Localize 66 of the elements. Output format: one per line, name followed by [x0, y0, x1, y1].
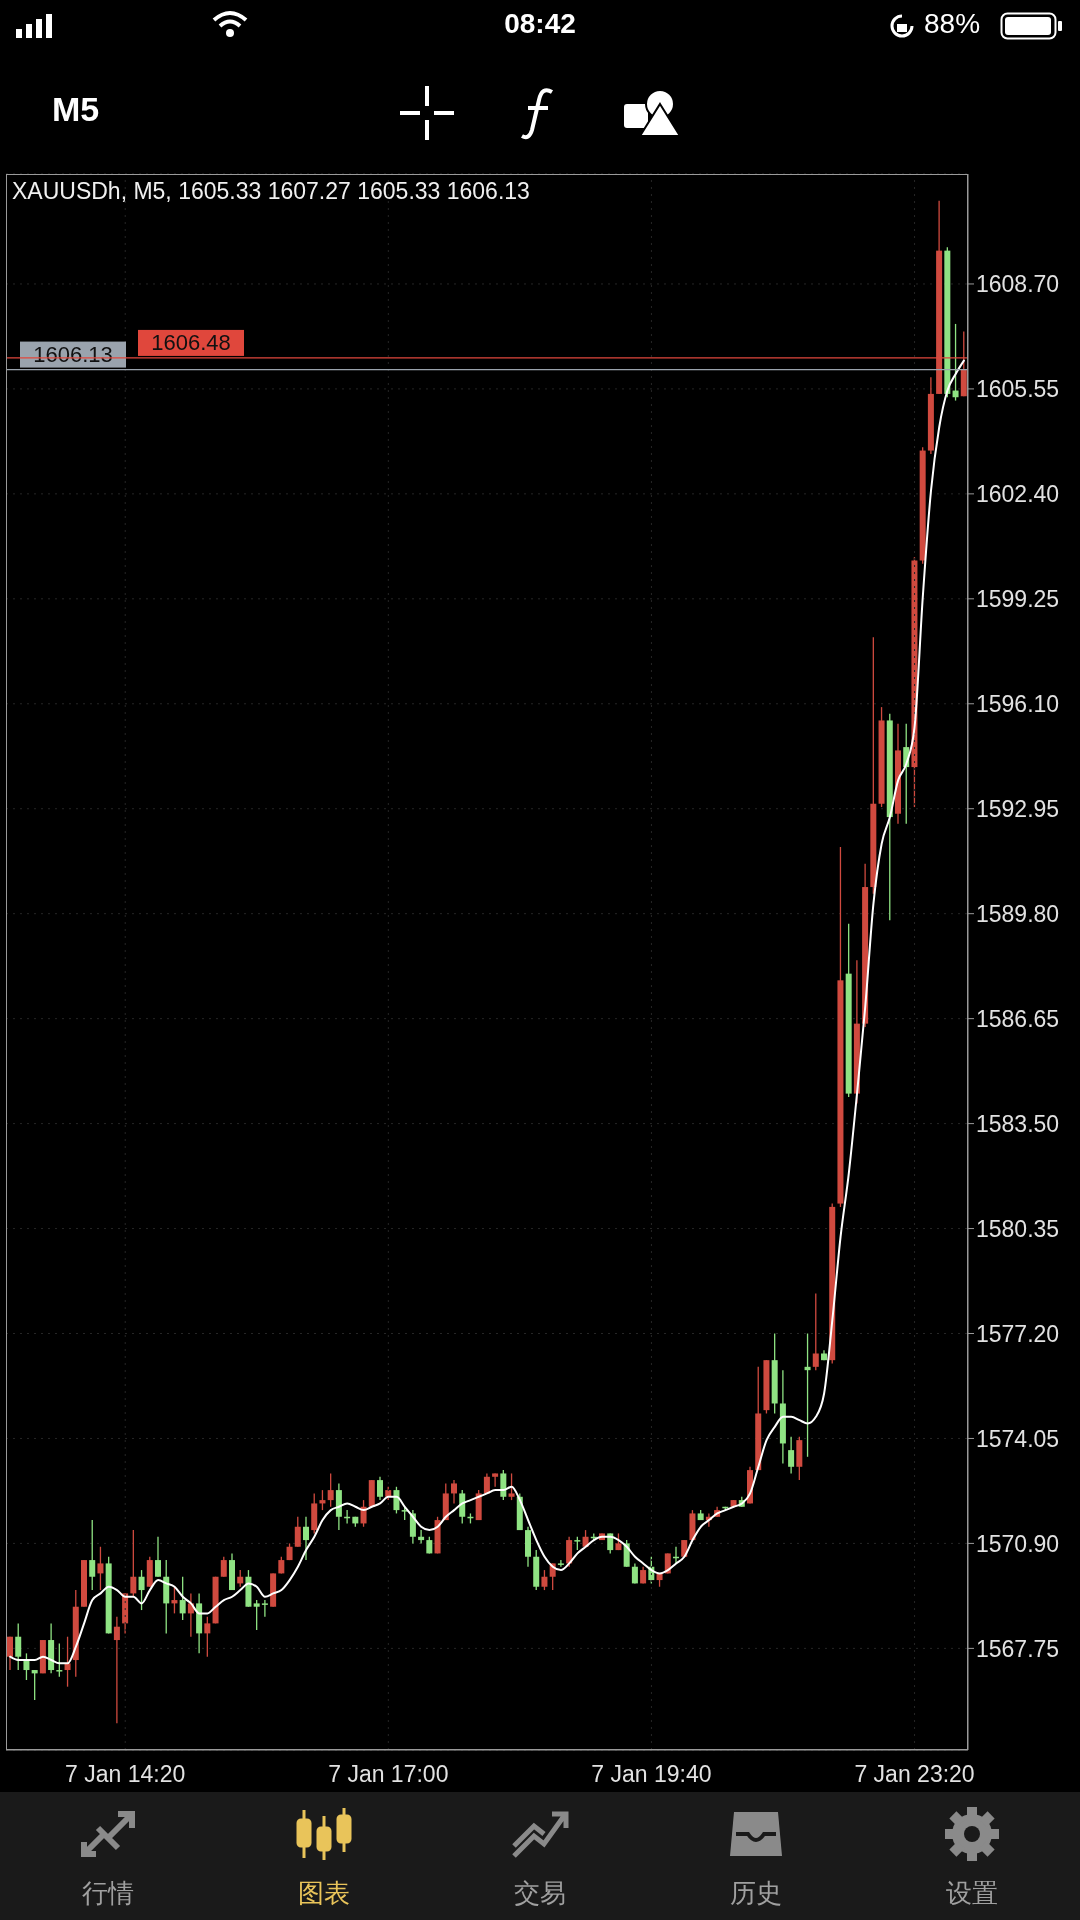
candlestick: [155, 1536, 161, 1578]
candlestick: [500, 1469, 507, 1501]
candlestick: [56, 1642, 63, 1678]
candlestick: [15, 1622, 22, 1671]
x-tick-label: 7 Jan 14:20: [65, 1761, 186, 1788]
candlestick: [7, 1636, 13, 1671]
text: 设置: [945, 1877, 999, 1910]
candlestick: [418, 1529, 425, 1545]
candlestick: [327, 1472, 334, 1508]
candlestick: [171, 1586, 178, 1615]
candlestick: [952, 323, 959, 402]
y-tick-label: 1583.50: [976, 1110, 1060, 1137]
candlestick: [294, 1516, 301, 1548]
candlestick: [204, 1616, 211, 1658]
candlestick: [261, 1599, 268, 1618]
candlestick: [253, 1599, 260, 1631]
y-tick-label: 1574.05: [976, 1425, 1060, 1452]
candlestick: [97, 1546, 104, 1591]
text: 历史: [729, 1877, 783, 1910]
y-tick-label: 1605.55: [976, 376, 1060, 403]
x-tick-label: 7 Jan 23:20: [854, 1761, 975, 1788]
y-tick-label: 1577.20: [976, 1320, 1060, 1347]
text: 88%: [924, 8, 981, 40]
y-tick-label: 1599.25: [976, 585, 1060, 612]
candlestick: [566, 1536, 573, 1568]
y-tick-label: 1596.10: [976, 690, 1060, 717]
candlestick: [508, 1472, 515, 1501]
candlestick: [812, 1292, 819, 1371]
candlestick: [804, 1332, 811, 1458]
y-tick-label: 1589.80: [976, 900, 1060, 927]
y-tick-label: 1567.75: [976, 1635, 1060, 1662]
text: 图表: [297, 1877, 351, 1910]
candlestick: [31, 1669, 38, 1701]
candlestick: [377, 1476, 383, 1501]
ref-line-label: 1606.48: [151, 329, 231, 355]
candlestick: [138, 1569, 145, 1611]
candlestick: [541, 1569, 548, 1591]
y-tick-label: 1586.65: [976, 1005, 1060, 1032]
candlestick: [89, 1519, 96, 1591]
text: 行情: [81, 1877, 135, 1910]
x-tick-label: 7 Jan 17:00: [328, 1761, 449, 1788]
candlestick: [788, 1436, 795, 1475]
y-tick-label: 1580.35: [976, 1215, 1060, 1242]
candlestick: [451, 1479, 457, 1505]
candlestick: [23, 1652, 30, 1681]
x-tick-label: 7 Jan 19:40: [591, 1761, 712, 1788]
y-tick-label: 1602.40: [976, 481, 1060, 508]
text: M5: [52, 90, 100, 129]
text: 08:42: [503, 8, 577, 40]
candlestick: [113, 1616, 120, 1724]
chart-title: XAUUSDh, M5, 1605.33 1607.27 1605.33 1606.13: [12, 178, 530, 205]
candlestick: [303, 1516, 309, 1561]
candlestick: [393, 1486, 400, 1515]
candlestick: [557, 1559, 564, 1568]
y-tick-label: 1570.90: [976, 1530, 1060, 1557]
candlestick: [319, 1489, 326, 1511]
candlestick: [130, 1529, 137, 1598]
candlestick: [179, 1576, 186, 1621]
candlestick: [492, 1472, 499, 1488]
candlestick: [220, 1556, 227, 1578]
y-tick-label: 1608.70: [976, 271, 1060, 298]
candlestick: [64, 1636, 71, 1688]
ref-line-label: 1606.13: [33, 341, 113, 367]
candlestick: [459, 1489, 466, 1525]
y-tick-label: 1592.95: [976, 795, 1060, 822]
text: 交易: [513, 1877, 567, 1910]
